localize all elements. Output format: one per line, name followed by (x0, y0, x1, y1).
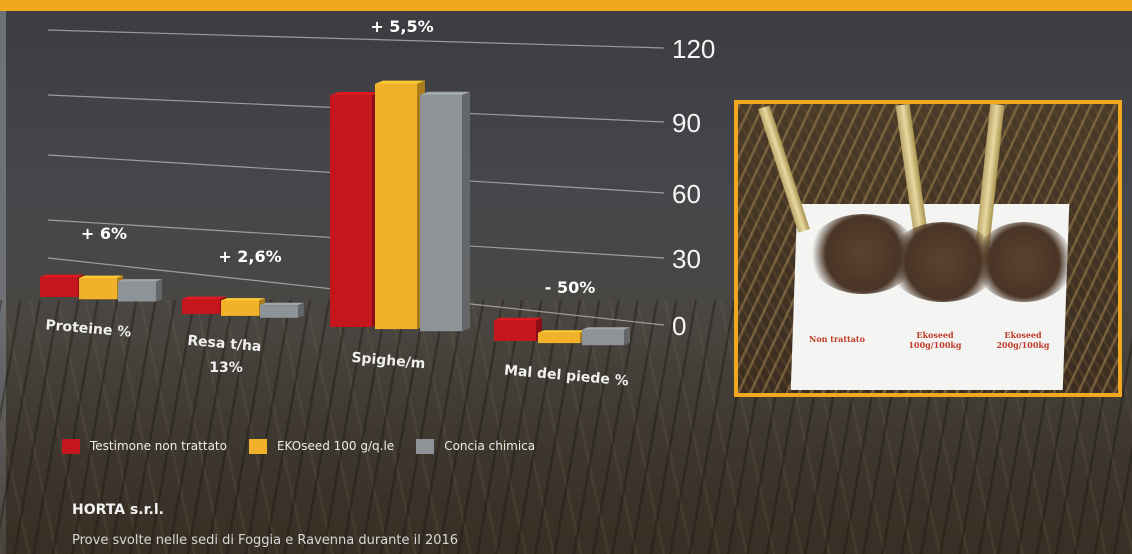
legend-swatch-grey (416, 438, 435, 454)
bar-1-0 (182, 299, 220, 314)
photo-label-ekoseed-100: Ekoseed 100g/100kg (908, 330, 962, 350)
bar-2-2 (420, 94, 462, 332)
bar-1-1 (221, 300, 259, 316)
bar-top-3-0 (494, 317, 542, 321)
bar-1-2 (260, 305, 298, 318)
legend-label: EKOseed 100 g/q.le (276, 439, 395, 453)
bar-top-2-2 (420, 91, 470, 95)
bar-3-2 (582, 329, 624, 346)
percentage-annotation: + 2,6% (218, 247, 281, 266)
bar-side-2-2 (462, 91, 470, 332)
photo-roots (974, 222, 1074, 302)
bar-top-2-1 (375, 80, 425, 84)
y-tick-label: 90 (672, 108, 701, 138)
legend-item-ekoseed: EKOseed 100 g/q.le (248, 438, 395, 454)
bar-top-0-1 (79, 275, 123, 278)
y-tick-label: 60 (672, 179, 701, 209)
roots-photo: Non trattato Ekoseed 100g/100kg Ekoseed … (734, 100, 1122, 397)
bar-0-1 (79, 278, 117, 300)
bar-side-1-2 (298, 302, 304, 318)
photo-stem (758, 105, 810, 233)
y-tick-label: 30 (672, 244, 701, 274)
category-label: Resa t/ha (187, 333, 262, 355)
bar-0-2 (118, 281, 156, 302)
bar-top-3-2 (582, 327, 630, 330)
photo-label-ekoseed-200: Ekoseed 200g/100kg (996, 330, 1050, 350)
bar-2-1 (375, 83, 417, 330)
grid-line (47, 29, 665, 49)
category-sublabel: 13% (209, 360, 243, 376)
legend-swatch-red (62, 438, 80, 454)
left-edge-strip (0, 11, 6, 554)
footer-note: Prove svolte nelle sedi di Foggia e Rave… (72, 533, 459, 548)
category-label: Spighe/m (351, 350, 426, 372)
top-accent-bar (0, 0, 1132, 11)
legend-swatch-yellow (248, 438, 267, 454)
bar-side-3-2 (624, 327, 630, 346)
company-name: HORTA s.r.l. (72, 502, 164, 518)
legend-label: Testimone non trattato (90, 439, 227, 453)
photo-label-untreated: Non trattato (809, 334, 865, 344)
y-tick-label: 0 (672, 311, 686, 341)
percentage-annotation: + 5,5% (370, 17, 433, 36)
chart-legend: Testimone non trattato EKOseed 100 g/q.l… (62, 436, 535, 456)
bar-top-0-2 (118, 279, 162, 282)
bar-top-3-1 (538, 330, 586, 333)
category-label: Mal del piede % (503, 363, 629, 390)
legend-label: Concia chimica (444, 439, 536, 453)
y-tick-label: 120 (672, 34, 715, 64)
percentage-annotation: + 6% (81, 224, 127, 243)
bar-top-0-0 (40, 274, 84, 277)
bar-2-0 (330, 95, 372, 327)
bar-3-0 (494, 320, 536, 341)
bar-groups (40, 80, 630, 346)
category-label: Proteine % (45, 317, 132, 340)
bar-side-0-2 (156, 279, 162, 302)
bar-top-1-2 (260, 302, 304, 306)
y-axis-ticks: 0 30 60 90 120 (672, 34, 715, 341)
bar-3-1 (538, 332, 580, 344)
bar-0-0 (40, 277, 78, 297)
bar-top-2-0 (330, 92, 380, 96)
percentage-annotations: + 6% + 2,6% + 5,5% - 50% (81, 17, 595, 297)
bar-top-1-0 (182, 296, 226, 300)
bar-top-1-1 (221, 298, 265, 301)
percentage-annotation: - 50% (545, 278, 596, 297)
legend-item-control: Testimone non trattato (62, 438, 227, 454)
legend-item-chemical: Concia chimica (416, 438, 536, 454)
